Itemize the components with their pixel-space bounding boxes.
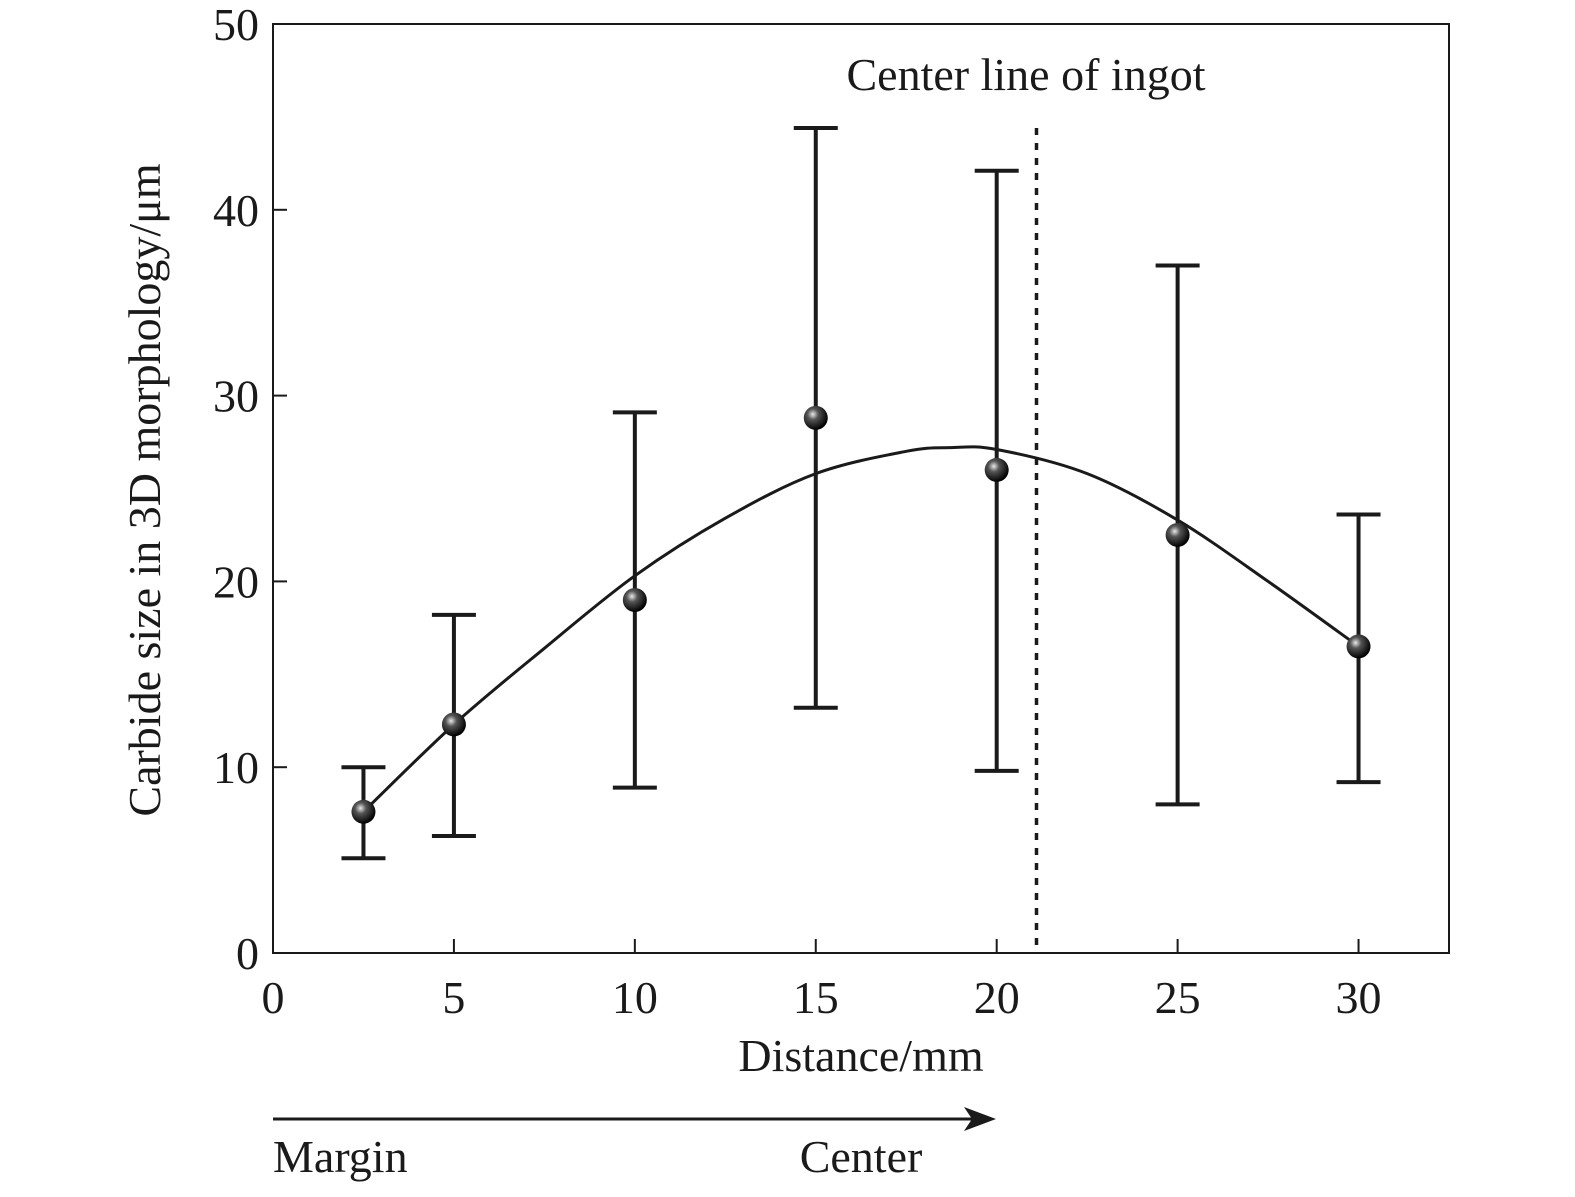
fit-curve — [362, 445, 1360, 813]
x-axis-ticks: 0 5 10 15 20 25 30 — [262, 939, 1382, 1023]
y-tick-label: 30 — [213, 371, 259, 422]
data-point — [622, 587, 647, 612]
x-tick-label: 5 — [442, 972, 465, 1023]
y-axis-ticks: 0 10 20 30 40 50 — [213, 0, 287, 979]
arrow-end-label: Center — [800, 1131, 923, 1182]
y-axis-label: Carbide size in 3D morphology/μm — [119, 163, 170, 816]
y-tick-label: 40 — [213, 185, 259, 236]
x-tick-label: 15 — [793, 972, 839, 1023]
y-tick-label: 0 — [236, 928, 259, 979]
x-tick-label: 0 — [262, 972, 285, 1023]
plot-frame — [272, 23, 1450, 954]
x-axis-label: Distance/mm — [738, 1030, 983, 1081]
data-point — [441, 712, 466, 737]
x-tick-label: 25 — [1155, 972, 1201, 1023]
y-tick-label: 10 — [213, 742, 259, 793]
y-tick-label: 20 — [213, 556, 259, 607]
y-tick-label: 50 — [213, 0, 259, 50]
reference-line-label: Center line of ingot — [847, 49, 1206, 100]
data-point — [351, 799, 376, 824]
x-tick-label: 10 — [612, 972, 658, 1023]
data-point — [984, 457, 1009, 482]
data-point — [1165, 522, 1190, 547]
plot-content — [341, 126, 1381, 953]
arrow-start-label: Margin — [273, 1131, 408, 1182]
direction-arrowhead — [964, 1107, 996, 1131]
x-tick-label: 20 — [974, 972, 1020, 1023]
data-point — [803, 405, 828, 430]
x-tick-label: 30 — [1336, 972, 1382, 1023]
data-point — [1346, 634, 1371, 659]
